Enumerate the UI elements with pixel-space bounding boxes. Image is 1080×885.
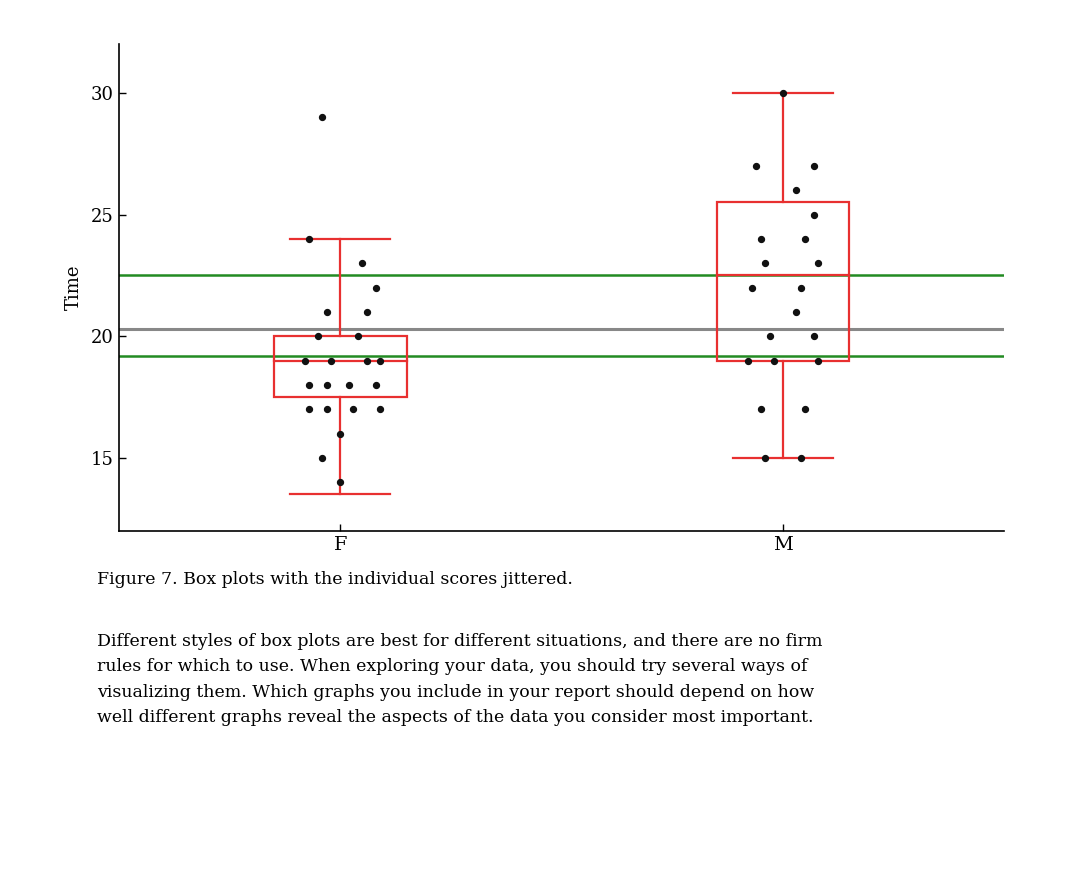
Point xyxy=(792,451,809,466)
Point xyxy=(806,207,823,221)
Point xyxy=(345,402,362,417)
Point xyxy=(323,354,340,368)
Text: Figure 7. Box plots with the individual scores jittered.: Figure 7. Box plots with the individual … xyxy=(97,571,573,588)
Point xyxy=(739,354,756,368)
Point xyxy=(314,111,332,125)
Point xyxy=(367,378,384,392)
Point xyxy=(300,232,318,246)
Y-axis label: Time: Time xyxy=(65,265,82,311)
Point xyxy=(752,402,769,417)
Point xyxy=(757,451,774,466)
Point xyxy=(319,304,336,319)
Point xyxy=(332,475,349,489)
Point xyxy=(810,256,827,270)
Point xyxy=(354,256,372,270)
Point xyxy=(766,354,783,368)
Point xyxy=(761,329,779,343)
Bar xyxy=(274,336,406,397)
Point xyxy=(787,183,805,197)
Point xyxy=(319,402,336,417)
Point xyxy=(367,281,384,295)
Point xyxy=(359,354,376,368)
Point xyxy=(806,329,823,343)
Point xyxy=(309,329,326,343)
Point xyxy=(359,304,376,319)
Point xyxy=(792,281,809,295)
Point xyxy=(796,232,814,246)
Point xyxy=(314,451,332,466)
Point xyxy=(747,159,765,173)
Point xyxy=(372,354,389,368)
Point xyxy=(372,402,389,417)
Point xyxy=(796,402,814,417)
Point xyxy=(810,354,827,368)
Point xyxy=(752,232,769,246)
Point xyxy=(743,281,760,295)
Point xyxy=(757,256,774,270)
Point xyxy=(340,378,357,392)
Text: Different styles of box plots are best for different situations, and there are n: Different styles of box plots are best f… xyxy=(97,633,823,726)
Point xyxy=(300,402,318,417)
Point xyxy=(300,378,318,392)
Point xyxy=(774,86,792,100)
Point xyxy=(806,159,823,173)
Bar xyxy=(717,203,849,361)
Point xyxy=(332,427,349,441)
Point xyxy=(787,304,805,319)
Point xyxy=(319,378,336,392)
Point xyxy=(296,354,313,368)
Point xyxy=(349,329,366,343)
